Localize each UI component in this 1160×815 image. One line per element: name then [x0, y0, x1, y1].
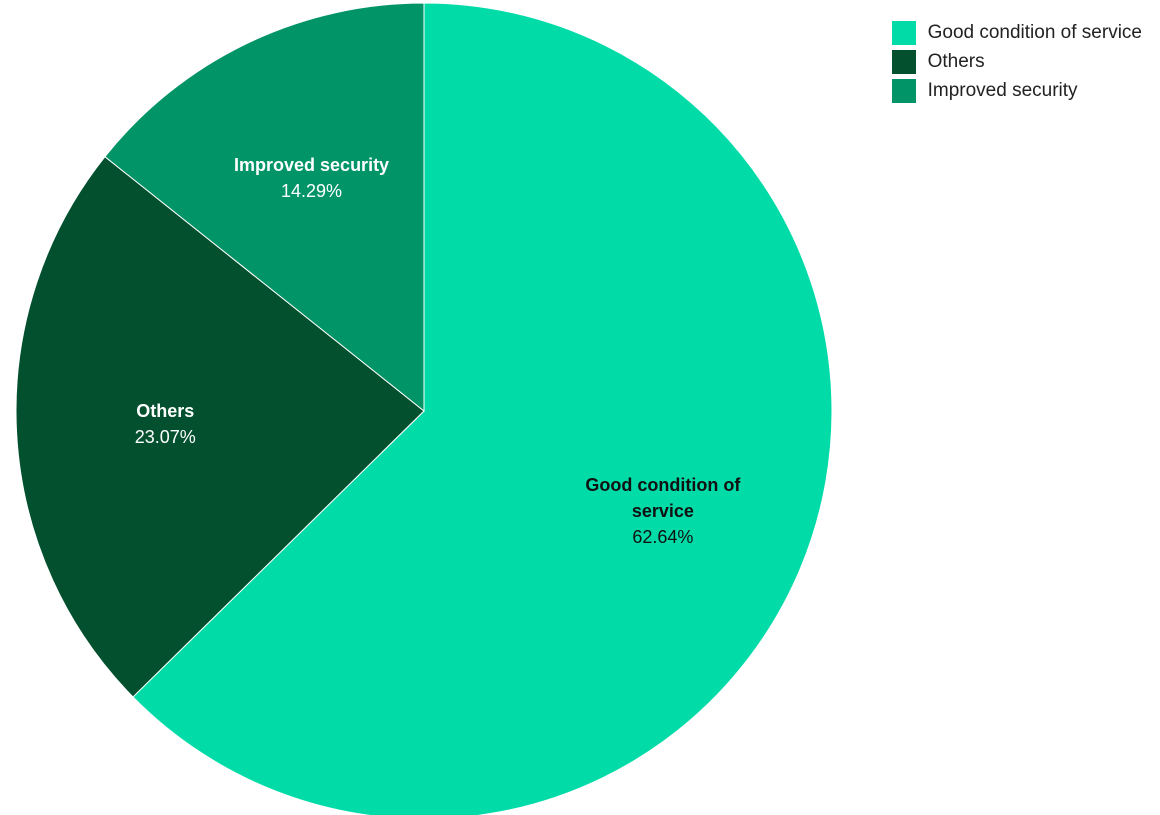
legend-label: Others [927, 50, 985, 72]
legend-label: Improved security [927, 79, 1078, 101]
legend-swatch [891, 78, 916, 103]
slice-category: Others [136, 401, 195, 422]
pie-slice [15, 155, 425, 698]
slice-value: 62.64% [632, 527, 694, 548]
slice-value: 14.29% [281, 180, 343, 201]
legend-swatch [891, 20, 916, 45]
pie-slice [104, 2, 425, 413]
legend-item: Improved security [891, 76, 1142, 105]
pie-slice [132, 2, 833, 815]
slice-category: Good condition of service [585, 475, 741, 522]
legend-swatch [891, 49, 916, 74]
legend-item: Others [891, 47, 1142, 76]
legend-item: Good condition of service [891, 18, 1142, 47]
slice-category: Improved security [234, 154, 390, 175]
legend: Good condition of service Others Improved … [891, 18, 1142, 105]
slice-label: Good condition of service 62.64% [558, 472, 768, 550]
legend-label: Good condition of service [927, 21, 1142, 43]
slice-label: Others 23.07% [60, 398, 270, 450]
slice-value: 23.07% [134, 427, 196, 448]
slice-label: Improved security 14.29% [207, 152, 417, 204]
